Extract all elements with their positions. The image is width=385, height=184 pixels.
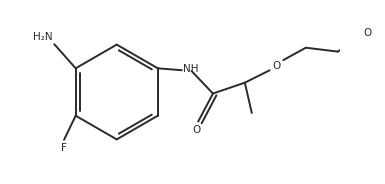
Text: O: O <box>363 28 372 38</box>
Text: NH: NH <box>183 64 199 75</box>
Text: H₂N: H₂N <box>33 32 53 42</box>
Text: O: O <box>273 61 281 71</box>
Text: F: F <box>61 143 67 153</box>
Text: O: O <box>192 125 201 135</box>
